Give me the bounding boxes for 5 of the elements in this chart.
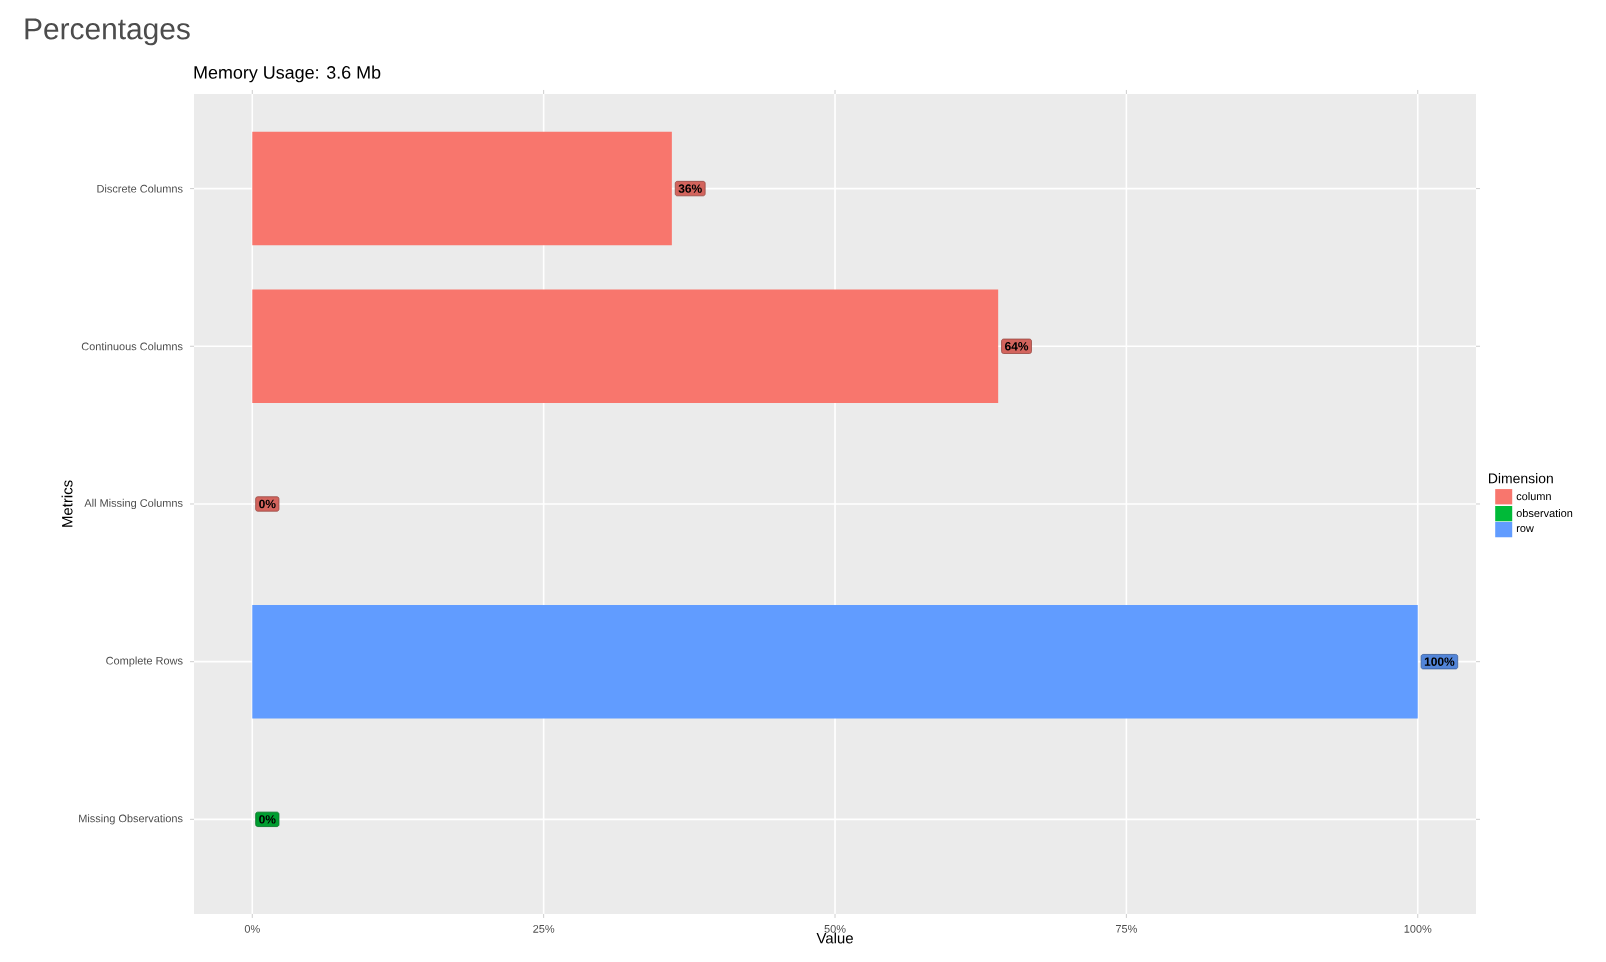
chart-subtitle: Memory Usage: 3.6 Mb — [194, 65, 381, 83]
bar — [252, 289, 999, 404]
chart-title: Percentages — [25, 18, 190, 46]
bar — [252, 604, 1418, 719]
bar — [252, 131, 672, 246]
